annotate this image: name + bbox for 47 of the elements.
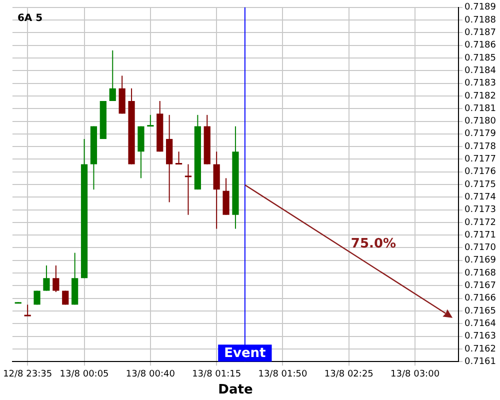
y-tick-label: 0.7169 — [464, 256, 496, 266]
y-tick-label: 0.7163 — [464, 332, 496, 342]
x-tick-label: 13/8 00:40 — [126, 369, 176, 380]
y-tick-label: 0.7189 — [464, 2, 496, 13]
y-tick-label: 0.7173 — [464, 205, 496, 216]
y-tick-label: 0.7172 — [464, 218, 496, 228]
y-tick-label: 0.7168 — [464, 268, 496, 278]
y-tick-label: 0.7185 — [464, 53, 496, 64]
y-tick-label: 0.7174 — [464, 192, 496, 202]
candlestick — [52, 264, 60, 293]
x-tick-label: 13/8 01:50 — [258, 369, 308, 380]
y-tick-label: 0.7188 — [464, 15, 496, 26]
y-tick-label: 0.7165 — [464, 306, 496, 316]
x-tick-label: 13/8 02:25 — [324, 369, 374, 380]
text: 6A 5 — [17, 12, 43, 24]
x-tick-label: 13/8 01:15 — [192, 369, 242, 380]
x-tick-label: 12/8 23:35 — [3, 369, 52, 380]
y-tick-label: 0.7166 — [464, 294, 496, 304]
y-tick-label: 0.7183 — [464, 78, 496, 89]
y-tick-label: 0.7161 — [464, 356, 496, 367]
y-tick-label: 0.7176 — [464, 167, 496, 178]
y-tick-label: 0.7171 — [464, 230, 496, 240]
candlestick — [184, 164, 192, 216]
candlestick — [175, 151, 182, 165]
y-tick-label: 0.7180 — [464, 116, 496, 127]
y-tick-label: 0.7164 — [464, 318, 496, 329]
y-tick-label: 0.7167 — [464, 281, 496, 292]
ref-line-label: Event — [224, 346, 266, 361]
x-axis-title: Date — [218, 382, 253, 398]
candlestick — [24, 304, 31, 317]
y-tick-label: 0.7178 — [464, 142, 496, 152]
y-tick-label: 0.7170 — [464, 243, 496, 254]
candlestick — [43, 264, 50, 292]
y-tick-label: 0.7162 — [464, 344, 496, 354]
y-tick-label: 0.7181 — [464, 104, 496, 114]
candlestick — [109, 50, 116, 102]
y-tick-label: 0.7182 — [464, 91, 496, 102]
y-tick-label: 0.7184 — [464, 66, 496, 76]
x-tick-label: 13/8 00:05 — [60, 369, 109, 380]
candlestick — [147, 114, 154, 127]
y-tick-label: 0.7179 — [464, 129, 496, 140]
y-tick-label: 0.7186 — [464, 40, 496, 51]
y-tick-label: 0.7175 — [464, 180, 496, 190]
y-tick-label: 0.7187 — [464, 28, 496, 38]
y-tick-label: 0.7177 — [464, 154, 496, 165]
x-tick-label: 13/8 03:00 — [390, 369, 440, 380]
annotation: 75.0% — [350, 236, 396, 252]
